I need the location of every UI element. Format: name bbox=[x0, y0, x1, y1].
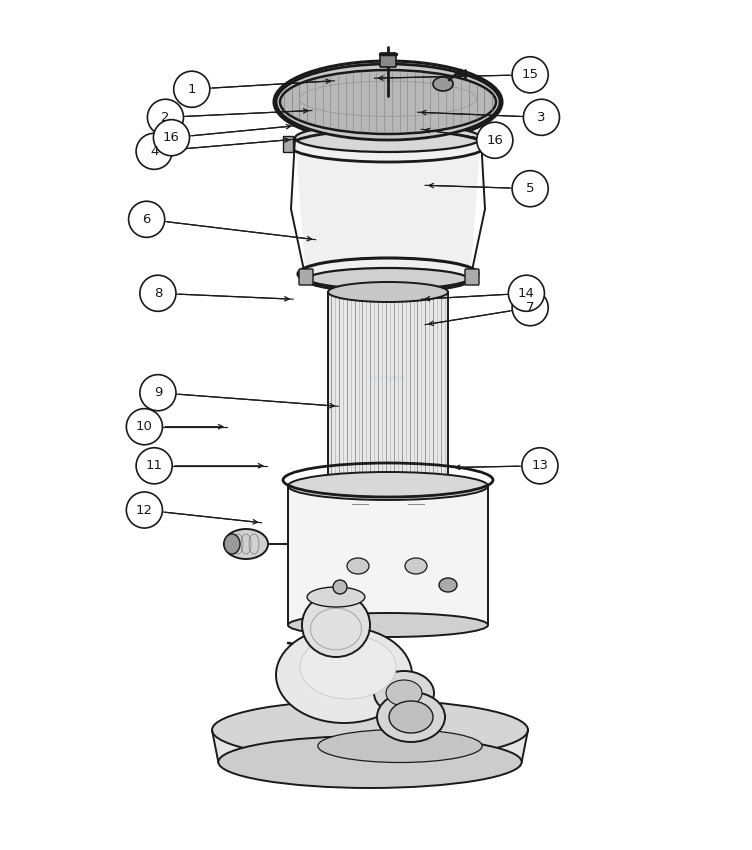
Circle shape bbox=[522, 448, 558, 484]
FancyBboxPatch shape bbox=[380, 53, 396, 67]
Text: HAYWARD: HAYWARD bbox=[371, 376, 405, 382]
Circle shape bbox=[140, 375, 176, 411]
Polygon shape bbox=[328, 292, 448, 482]
Ellipse shape bbox=[295, 124, 481, 152]
Ellipse shape bbox=[374, 671, 434, 715]
Ellipse shape bbox=[347, 558, 369, 574]
Ellipse shape bbox=[276, 627, 412, 723]
Ellipse shape bbox=[300, 635, 396, 699]
Ellipse shape bbox=[307, 587, 365, 607]
Text: 16: 16 bbox=[163, 131, 180, 145]
Ellipse shape bbox=[333, 580, 347, 594]
Text: 5: 5 bbox=[526, 182, 535, 196]
Circle shape bbox=[140, 275, 176, 311]
Ellipse shape bbox=[224, 534, 240, 554]
Text: 9: 9 bbox=[153, 386, 162, 400]
Circle shape bbox=[512, 171, 548, 207]
Ellipse shape bbox=[212, 700, 528, 760]
Circle shape bbox=[147, 99, 183, 135]
Ellipse shape bbox=[328, 282, 448, 302]
Circle shape bbox=[126, 409, 162, 445]
Ellipse shape bbox=[280, 70, 496, 134]
Ellipse shape bbox=[405, 558, 427, 574]
Circle shape bbox=[153, 120, 190, 156]
Ellipse shape bbox=[318, 729, 482, 762]
Circle shape bbox=[136, 448, 172, 484]
Text: 13: 13 bbox=[532, 459, 548, 473]
Polygon shape bbox=[483, 136, 495, 150]
Polygon shape bbox=[212, 730, 528, 762]
Text: 2: 2 bbox=[161, 110, 170, 124]
Text: 12: 12 bbox=[136, 503, 153, 517]
Text: 3: 3 bbox=[537, 110, 546, 124]
Text: 15: 15 bbox=[522, 68, 538, 82]
Ellipse shape bbox=[224, 529, 268, 559]
Circle shape bbox=[512, 57, 548, 93]
Circle shape bbox=[508, 275, 544, 311]
Polygon shape bbox=[283, 136, 293, 152]
Ellipse shape bbox=[288, 472, 488, 500]
Circle shape bbox=[523, 99, 559, 135]
Circle shape bbox=[512, 290, 548, 326]
Ellipse shape bbox=[328, 473, 448, 491]
Text: 10: 10 bbox=[136, 420, 153, 434]
Circle shape bbox=[129, 201, 165, 237]
FancyBboxPatch shape bbox=[465, 269, 479, 285]
Ellipse shape bbox=[218, 736, 522, 788]
Text: 1: 1 bbox=[187, 82, 196, 96]
Circle shape bbox=[136, 133, 172, 169]
Text: 16: 16 bbox=[487, 133, 503, 147]
Text: 14: 14 bbox=[518, 286, 535, 300]
Ellipse shape bbox=[389, 701, 433, 733]
Ellipse shape bbox=[386, 680, 422, 706]
Circle shape bbox=[477, 122, 513, 158]
Ellipse shape bbox=[276, 64, 500, 140]
Text: 7: 7 bbox=[526, 301, 535, 314]
Text: 6: 6 bbox=[142, 212, 151, 226]
Polygon shape bbox=[288, 486, 488, 625]
Ellipse shape bbox=[433, 77, 453, 91]
Ellipse shape bbox=[306, 268, 470, 292]
Ellipse shape bbox=[288, 613, 488, 637]
Circle shape bbox=[126, 492, 162, 528]
FancyBboxPatch shape bbox=[299, 269, 313, 285]
Ellipse shape bbox=[377, 692, 445, 742]
Circle shape bbox=[174, 71, 210, 107]
Polygon shape bbox=[295, 138, 481, 280]
Ellipse shape bbox=[439, 578, 457, 592]
Ellipse shape bbox=[302, 593, 370, 657]
Text: 8: 8 bbox=[153, 286, 162, 300]
Text: 11: 11 bbox=[146, 459, 162, 473]
Text: 4: 4 bbox=[150, 144, 159, 158]
